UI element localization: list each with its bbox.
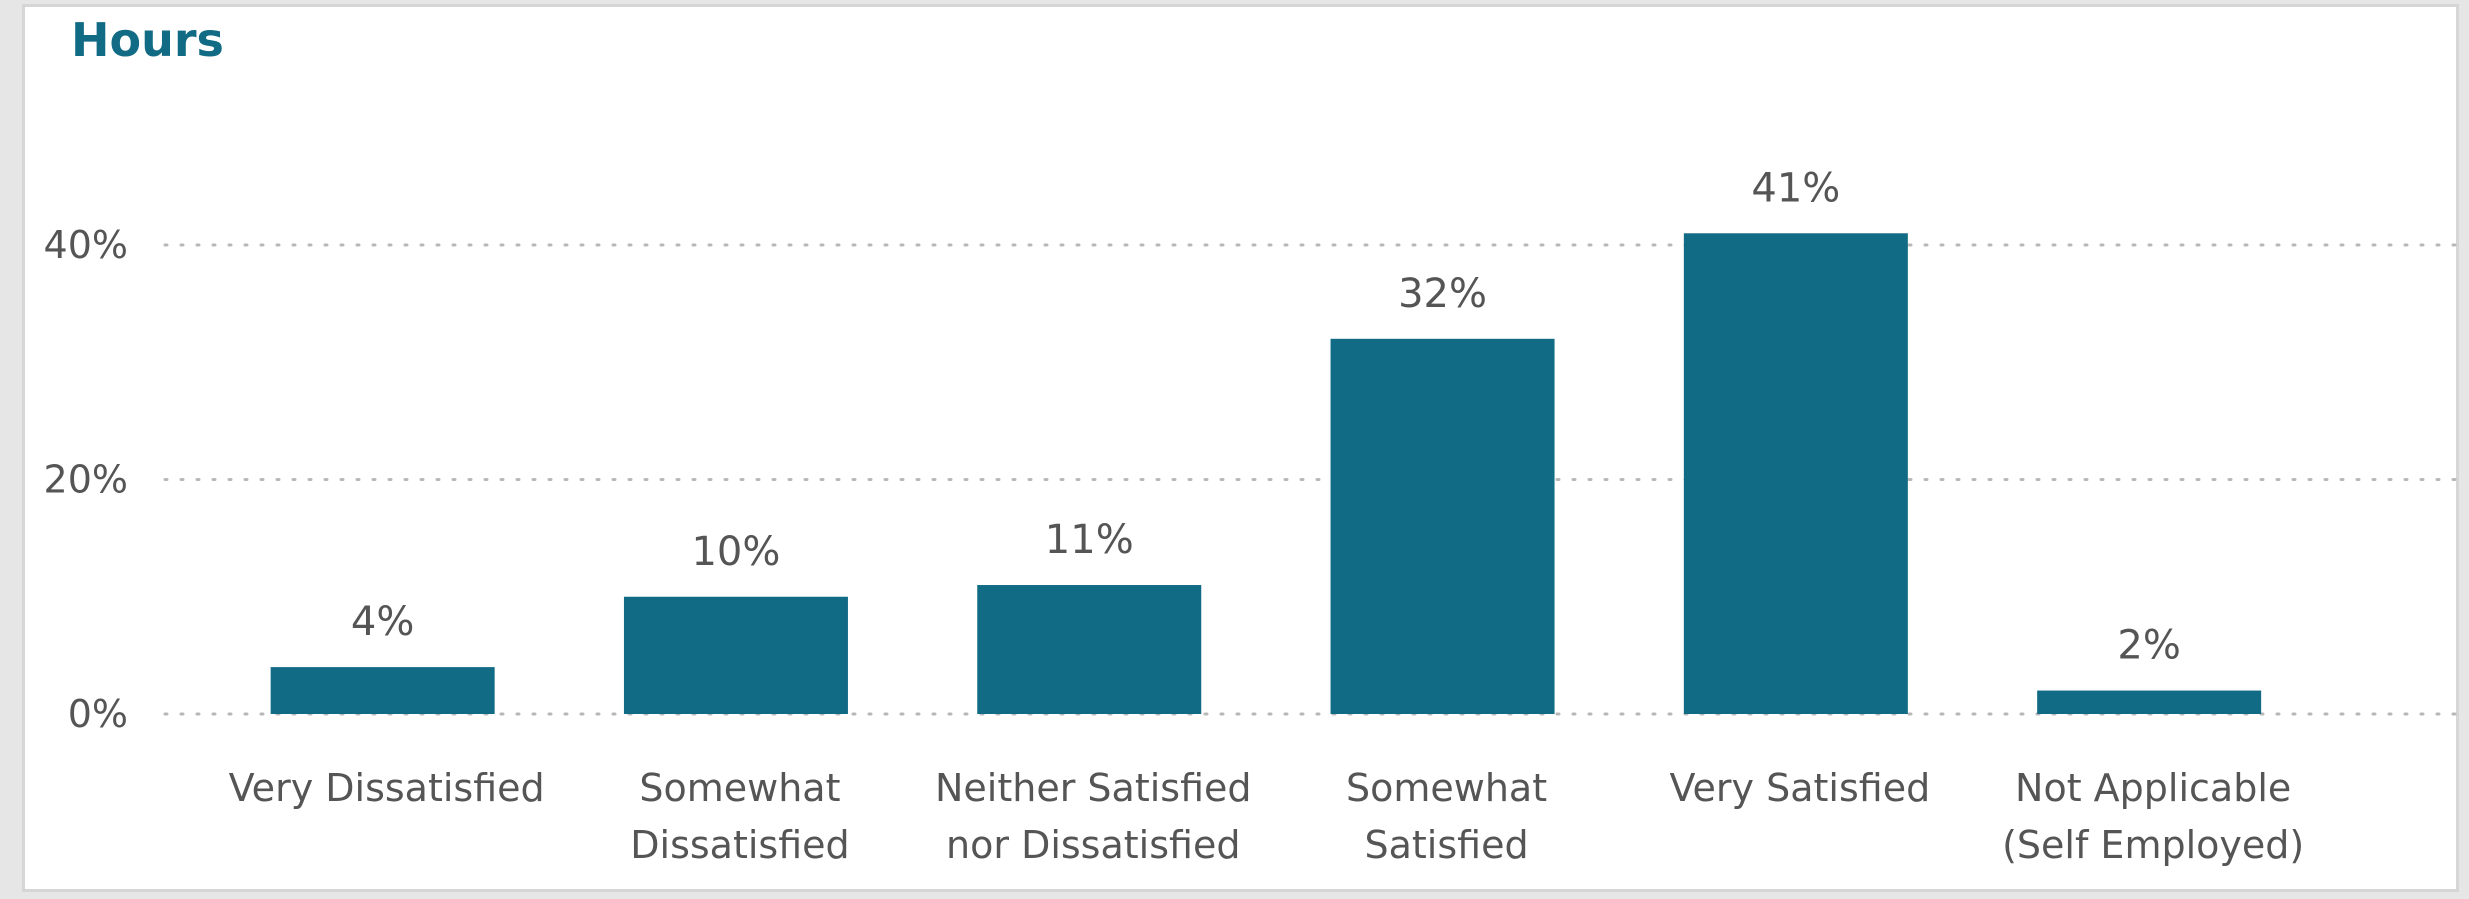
y-tick-label: 0% (68, 692, 128, 736)
y-tick-label: 20% (44, 458, 128, 502)
bars (270, 233, 2262, 714)
chart-title: Hours (71, 13, 224, 67)
data-labels: 4% 10% 11% 32% 41% 2% (351, 165, 2181, 668)
category-label: Very Dissatisfied (229, 766, 545, 810)
data-label: 4% (351, 599, 414, 645)
y-axis-ticks: 0% 20% 40% (44, 223, 128, 736)
category-label: Neither Satisfied nor Dissatisfied (935, 766, 1252, 867)
bar (1330, 338, 1555, 714)
bar (270, 667, 495, 714)
bar (2037, 690, 2262, 714)
data-label: 2% (2117, 623, 2180, 669)
category-label: Very Satisfied (1669, 766, 1930, 810)
y-tick-label: 40% (44, 223, 128, 267)
data-label: 32% (1398, 271, 1487, 317)
category-label: Not Applicable (Self Employed) (2002, 766, 2304, 867)
x-axis-categories: Very Dissatisfied Somewhat Dissatisfied Nei… (229, 766, 2305, 867)
category-label: Somewhat Dissatisfied (630, 766, 849, 867)
data-label: 11% (1045, 517, 1134, 563)
data-label: 41% (1751, 165, 1840, 211)
bar (1683, 233, 1908, 714)
gridlines (163, 243, 2462, 716)
bar (623, 596, 848, 714)
category-label: Somewhat Satisfied (1346, 766, 1547, 867)
chart-panel: Hours (22, 4, 2459, 892)
bar (977, 585, 1202, 714)
data-label: 10% (691, 529, 780, 575)
